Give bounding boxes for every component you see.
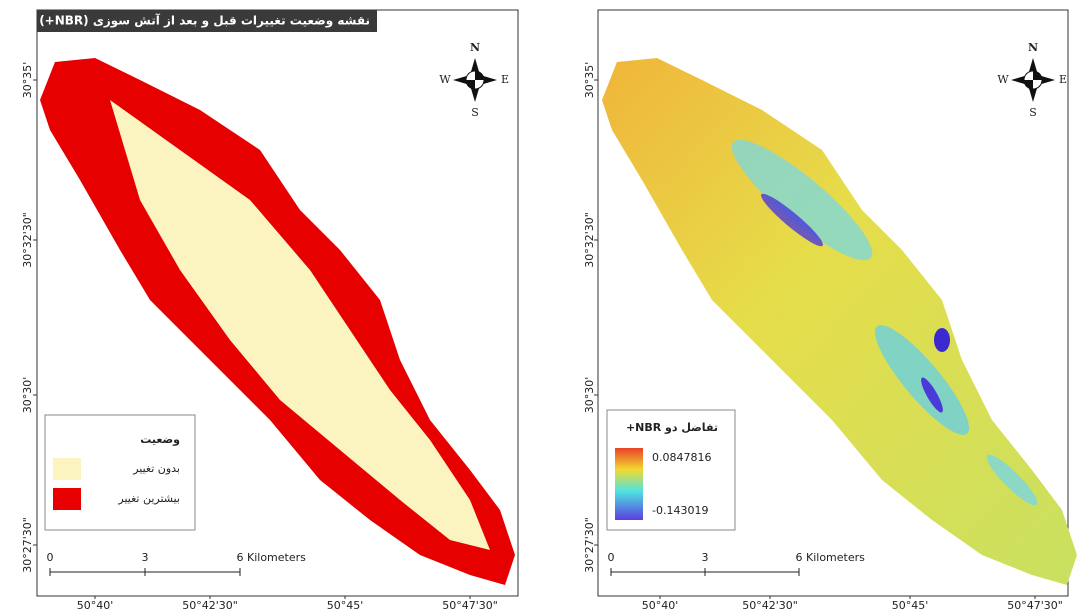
scale-label: 3 xyxy=(142,551,149,564)
lon-label: 50°40' xyxy=(642,599,679,612)
lon-label: 50°47'30" xyxy=(1007,599,1063,612)
legend-ramp xyxy=(615,448,643,520)
legend-swatch xyxy=(53,488,81,510)
lon-label: 50°47'30" xyxy=(442,599,498,612)
compass-e: E xyxy=(1059,73,1067,86)
lon-label: 50°40' xyxy=(77,599,114,612)
scale-label: 6 xyxy=(237,551,244,564)
lon-label: 50°45' xyxy=(327,599,364,612)
compass-n: N xyxy=(1028,41,1038,54)
compass: N S E W xyxy=(439,41,509,119)
compass-w: W xyxy=(439,73,451,86)
scale-unit: Kilometers xyxy=(806,551,865,564)
lon-label: 50°42'30" xyxy=(742,599,798,612)
compass: N S E W xyxy=(997,41,1067,119)
legend-max: 0.0847816 xyxy=(652,451,712,464)
legend: تفاضل دو NBR+ 0.0847816 -0.143019 xyxy=(607,410,735,530)
right-map: N S E W تفاضل دو NBR+ 0.0847816 -0.14301… xyxy=(598,10,1077,596)
lat-label: 30°32'30" xyxy=(21,212,34,268)
map-title: نقشه وضعیت تغییرات قبل و بعد از آتش سوزی… xyxy=(39,13,370,29)
left-map: نقشه وضعیت تغییرات قبل و بعد از آتش سوزی… xyxy=(37,10,518,596)
compass-e: E xyxy=(501,73,509,86)
change-area xyxy=(934,328,950,352)
scale-label: 6 xyxy=(796,551,803,564)
scale-unit: Kilometers xyxy=(247,551,306,564)
scale-label: 0 xyxy=(47,551,54,564)
lat-label: 30°30' xyxy=(21,377,34,414)
compass-s: S xyxy=(471,106,479,119)
legend-label: بدون تغییر xyxy=(132,462,180,475)
compass-s: S xyxy=(1029,106,1037,119)
legend-title: تفاضل دو NBR+ xyxy=(626,421,718,434)
legend-min: -0.143019 xyxy=(652,504,708,517)
page: { "left_map": { "title": "نقشه وضعیت تغی… xyxy=(0,0,1078,613)
lat-label: 30°35' xyxy=(21,62,34,99)
scale-label: 3 xyxy=(702,551,709,564)
map-figure: نقشه وضعیت تغییرات قبل و بعد از آتش سوزی… xyxy=(0,0,1078,613)
legend-label: بیشترین تغییر xyxy=(117,492,180,505)
scale-label: 0 xyxy=(608,551,615,564)
lon-label: 50°45' xyxy=(892,599,929,612)
lon-label: 50°42'30" xyxy=(182,599,238,612)
legend-swatch xyxy=(53,458,81,480)
compass-n: N xyxy=(470,41,480,54)
legend-title: وضعیت xyxy=(140,433,180,446)
compass-w: W xyxy=(997,73,1009,86)
lat-label: 30°27'30" xyxy=(21,517,34,573)
legend: وضعیت بدون تغییر بیشترین تغییر xyxy=(45,415,195,530)
